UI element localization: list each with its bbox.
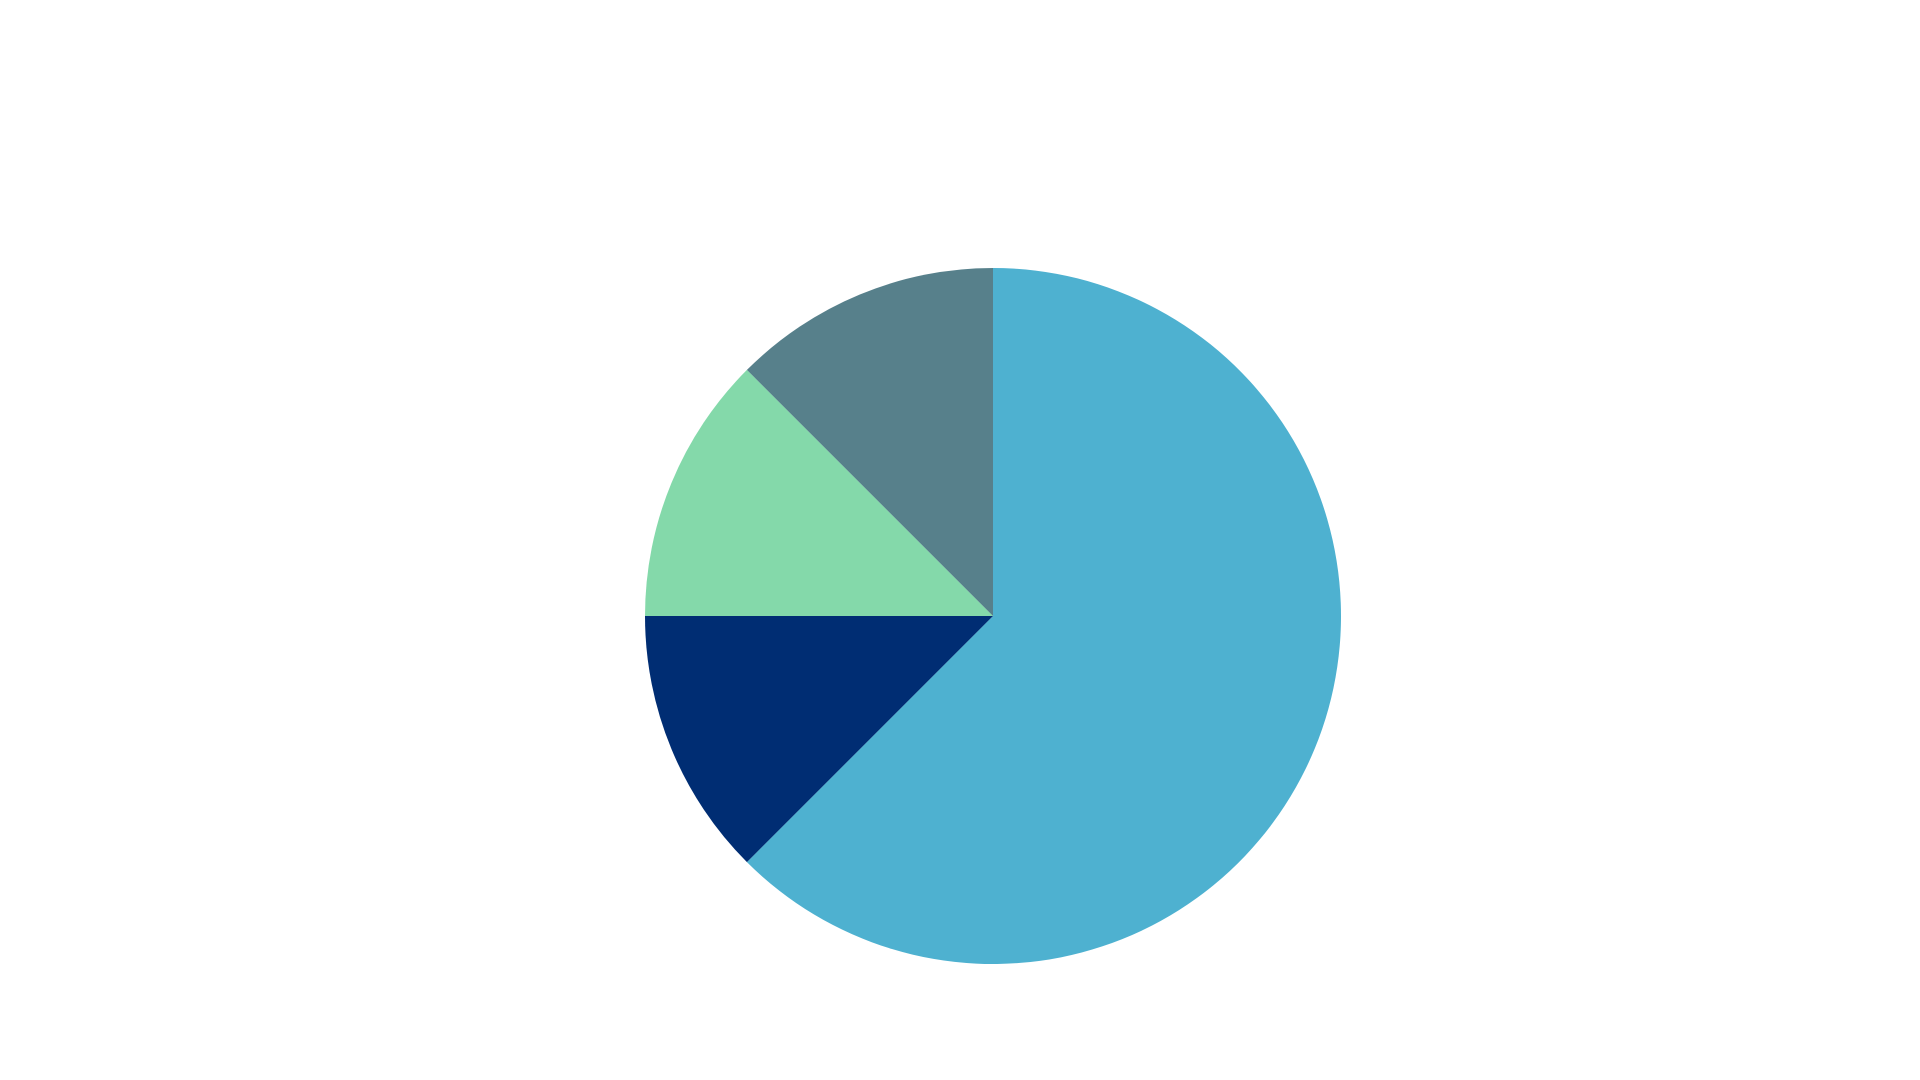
pie-slice: [746, 268, 1341, 965]
pie-slice: [746, 268, 993, 616]
pie-slice: [645, 616, 993, 863]
pie-slice: [645, 369, 993, 616]
